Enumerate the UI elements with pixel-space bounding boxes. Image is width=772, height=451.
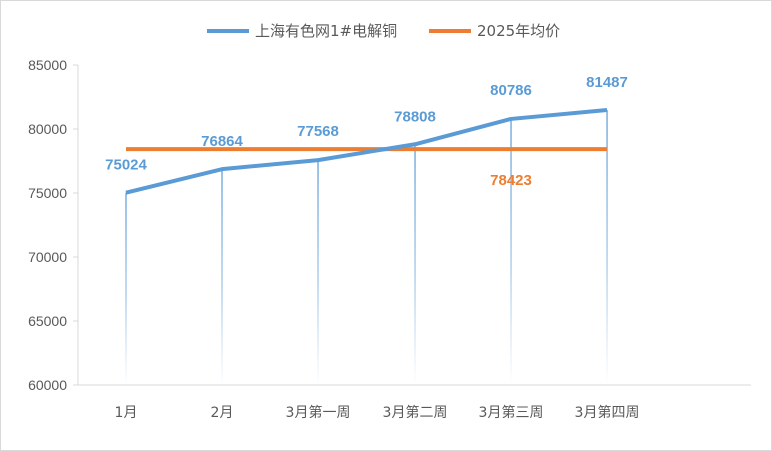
data-label-average: 78423 (490, 172, 532, 189)
data-labels: 75024 76864 77568 78808 80786 81487 78423 (105, 74, 628, 189)
legend: 上海有色网1#电解铜 2025年均价 (207, 22, 560, 40)
legend-label-series-2: 2025年均价 (477, 22, 560, 40)
series-layer (125, 107, 608, 195)
data-label-copper: 78808 (394, 108, 436, 125)
y-tick-label: 60000 (28, 377, 67, 393)
y-axis: 60000 65000 70000 75000 80000 85000 (28, 57, 79, 393)
legend-item-series-1: 上海有色网1#电解铜 (207, 22, 397, 40)
data-label-copper: 75024 (105, 157, 147, 174)
x-tick-label: 3月第四周 (575, 404, 640, 421)
x-axis: 1月 2月 3月第一周 3月第二周 3月第三周 3月第四周 (78, 384, 751, 421)
x-tick-label: 3月第三周 (479, 404, 544, 421)
x-tick-label: 3月第一周 (286, 404, 351, 421)
y-tick-label: 80000 (28, 121, 67, 137)
y-tick-label: 85000 (28, 57, 67, 73)
x-tick-label: 3月第二周 (383, 404, 448, 421)
legend-label-series-1: 上海有色网1#电解铜 (255, 22, 397, 40)
drop-lines (125, 109, 608, 386)
data-label-copper: 81487 (586, 74, 628, 91)
x-tick-label: 2月 (211, 405, 234, 421)
legend-item-series-2: 2025年均价 (429, 22, 560, 40)
x-tick-label: 1月 (115, 405, 138, 421)
data-label-copper: 80786 (490, 82, 532, 99)
y-tick-label: 65000 (28, 313, 67, 329)
data-label-copper: 76864 (201, 133, 243, 150)
y-tick-label: 75000 (28, 185, 67, 201)
series-line-copper (125, 107, 608, 195)
data-label-copper: 77568 (297, 123, 339, 140)
y-tick-label: 70000 (28, 249, 67, 265)
